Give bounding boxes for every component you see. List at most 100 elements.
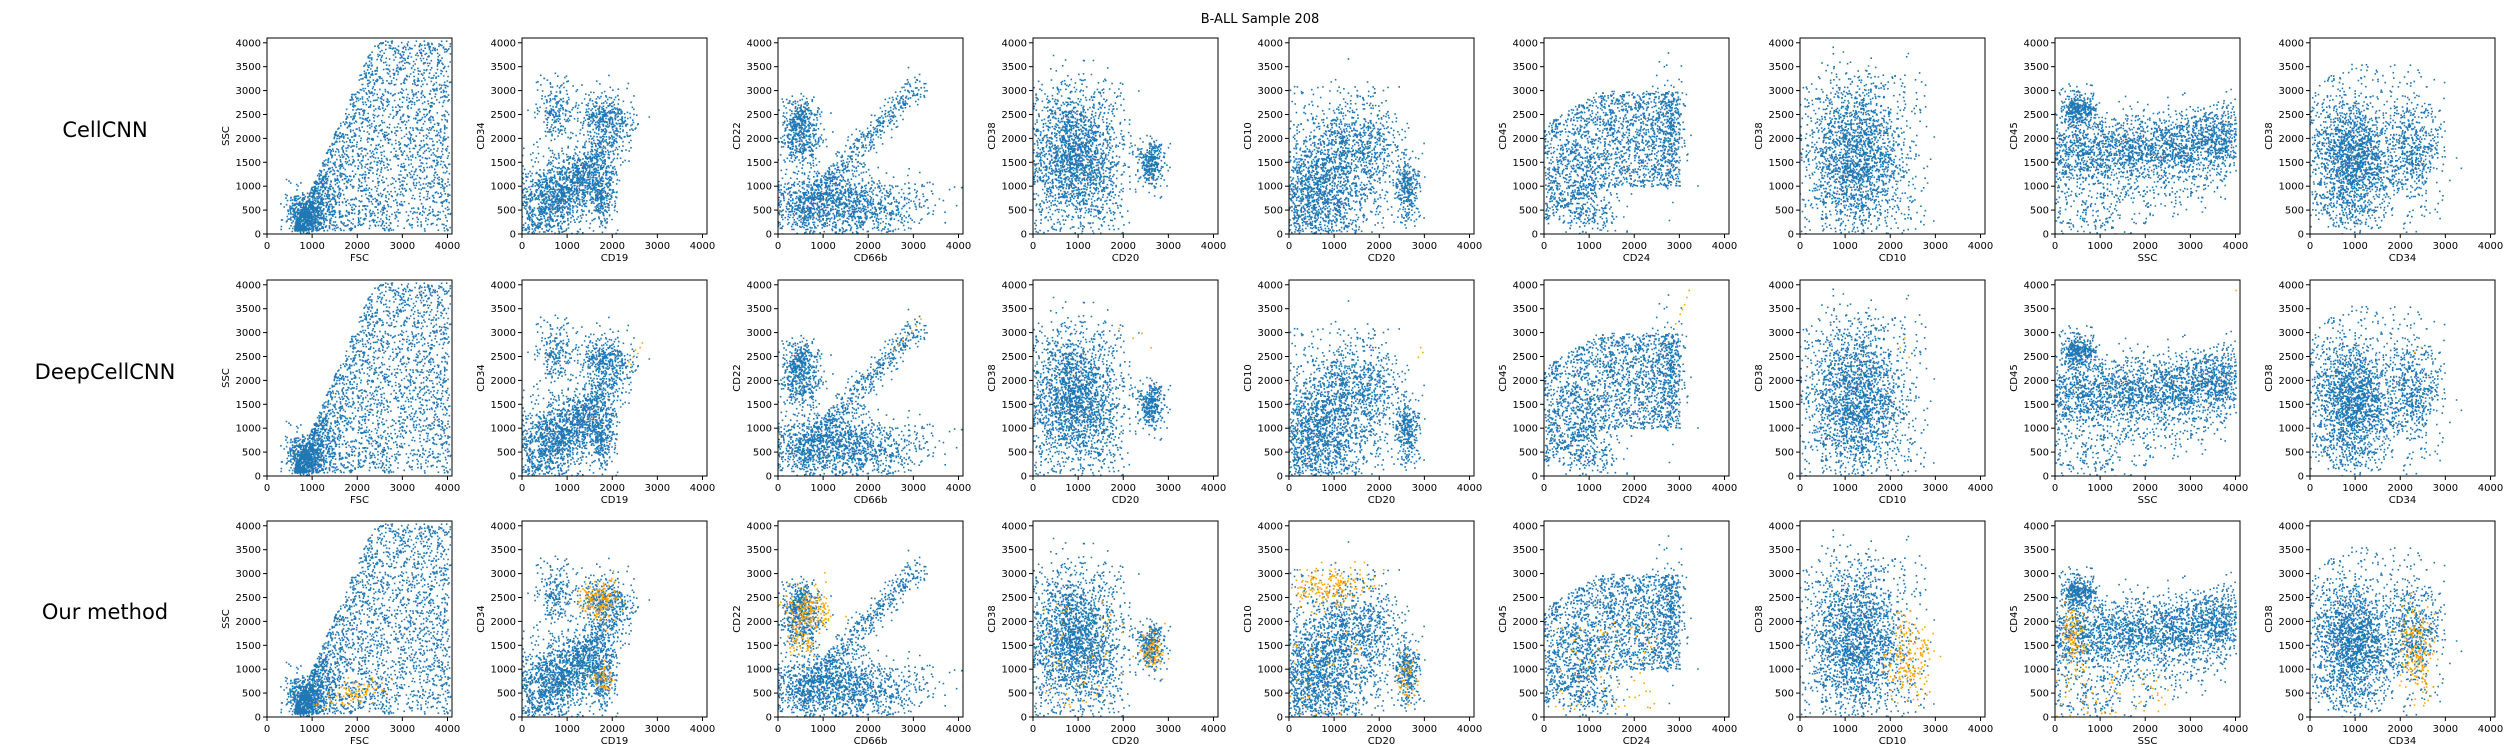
- y-tick-label: 3500: [2279, 545, 2304, 556]
- y-tick-label: 1500: [1258, 641, 1283, 652]
- y-tick-label: 3000: [747, 86, 772, 97]
- x-tick-label: 2000: [345, 724, 370, 735]
- y-tick-label: 1500: [1258, 400, 1283, 411]
- y-tick-label: 2000: [1513, 134, 1538, 145]
- y-tick-label: 1500: [2279, 641, 2304, 652]
- x-tick-label: 3000: [1667, 483, 1692, 494]
- y-tick-label: 2000: [1769, 134, 1794, 145]
- y-tick-label: 2500: [491, 110, 516, 121]
- y-tick-label: 500: [242, 206, 261, 217]
- y-tick-label: 3500: [236, 304, 261, 315]
- x-axis-label: CD34: [2389, 495, 2416, 506]
- scatter-panel-2-7: 0 1000 2000 3000 400005001000150020002500300…: [1754, 257, 1993, 539]
- y-tick-label: 3500: [236, 62, 261, 73]
- y-tick-label: 0: [2043, 472, 2049, 483]
- y-tick-label: 3000: [1513, 569, 1538, 580]
- y-tick-label: 4000: [2279, 280, 2304, 291]
- x-tick-label: 2000: [1367, 724, 1392, 735]
- x-tick-label: 2000: [1367, 483, 1392, 494]
- x-tick-label: 4000: [1968, 724, 1993, 735]
- x-tick-label: 2000: [600, 724, 625, 735]
- x-tick-label: 2000: [1622, 483, 1647, 494]
- y-tick-label: 500: [1264, 689, 1283, 700]
- selected-cell-points: [1119, 328, 1152, 349]
- y-tick-label: 500: [497, 206, 516, 217]
- y-tick-label: 2000: [2024, 617, 2049, 628]
- axes-frame: [2310, 38, 2495, 234]
- y-axis-label: CD34: [476, 364, 487, 391]
- x-tick-label: 0: [519, 483, 525, 494]
- y-axis-label: CD38: [1754, 364, 1765, 391]
- scatter-panel-2-4: 0 1000 2000 3000 400005001000150020002500300…: [987, 280, 1226, 506]
- y-tick-label: 2000: [491, 617, 516, 628]
- x-tick-label: 0: [264, 724, 270, 735]
- x-tick-label: 3000: [645, 483, 670, 494]
- y-tick-label: 0: [2043, 230, 2049, 241]
- y-tick-label: 2000: [2279, 617, 2304, 628]
- y-tick-label: 3500: [747, 304, 772, 315]
- y-tick-label: 500: [497, 689, 516, 700]
- y-tick-label: 0: [2298, 713, 2304, 724]
- x-axis-label: SSC: [2138, 736, 2158, 747]
- y-tick-label: 0: [1277, 230, 1283, 241]
- axes-frame: [2310, 280, 2495, 476]
- x-tick-label: 2000: [2133, 483, 2158, 494]
- y-tick-label: 3500: [2279, 62, 2304, 73]
- selected-cell-points: [1675, 290, 1690, 325]
- y-tick-label: 2500: [2279, 352, 2304, 363]
- y-tick-label: 3000: [747, 569, 772, 580]
- y-tick-label: 2000: [1513, 376, 1538, 387]
- y-tick-label: 3500: [1002, 545, 1027, 556]
- x-tick-label: 3000: [1412, 724, 1437, 735]
- x-tick-label: 4000: [1457, 483, 1482, 494]
- x-axis-label: CD66b: [854, 736, 888, 747]
- cell-points: [2055, 566, 2237, 718]
- y-axis-label: CD45: [2009, 122, 2020, 149]
- x-tick-label: 1000: [1832, 483, 1857, 494]
- scatter-panel-2-1: 0 1000 2000 3000 400005001000150020002500300…: [221, 280, 460, 506]
- y-tick-label: 2000: [2024, 134, 2049, 145]
- y-tick-label: 4000: [491, 521, 516, 532]
- y-tick-label: 4000: [1769, 521, 1794, 532]
- y-axis-label: CD45: [1498, 122, 1509, 149]
- y-tick-label: 500: [497, 448, 516, 459]
- y-tick-label: 4000: [236, 521, 261, 532]
- y-tick-label: 2500: [1258, 110, 1283, 121]
- x-tick-label: 4000: [1457, 724, 1482, 735]
- y-tick-label: 3000: [1769, 328, 1794, 339]
- x-tick-label: 4000: [946, 724, 971, 735]
- x-tick-label: 0: [264, 483, 270, 494]
- x-tick-label: 1000: [299, 483, 324, 494]
- y-tick-label: 0: [2298, 230, 2304, 241]
- y-tick-label: 2500: [747, 110, 772, 121]
- y-tick-label: 0: [510, 230, 516, 241]
- y-tick-label: 1000: [2279, 424, 2304, 435]
- y-tick-label: 1500: [1769, 641, 1794, 652]
- y-tick-label: 3500: [1769, 304, 1794, 315]
- y-tick-label: 1000: [747, 424, 772, 435]
- x-tick-label: 1000: [2087, 241, 2112, 252]
- axes-frame: [1033, 521, 1218, 717]
- x-tick-label: 1000: [1832, 241, 1857, 252]
- y-tick-label: 500: [1519, 206, 1538, 217]
- x-tick-label: 4000: [1712, 241, 1737, 252]
- y-tick-label: 3000: [2279, 328, 2304, 339]
- x-tick-label: 3000: [645, 241, 670, 252]
- x-tick-label: 4000: [2478, 241, 2503, 252]
- y-axis-label: CD38: [987, 122, 998, 149]
- y-axis-label: CD10: [1243, 605, 1254, 632]
- y-tick-label: 4000: [1769, 38, 1794, 49]
- x-tick-label: 1000: [2342, 724, 2367, 735]
- y-tick-label: 2500: [236, 593, 261, 604]
- y-tick-label: 2000: [2024, 376, 2049, 387]
- y-tick-label: 2500: [1258, 593, 1283, 604]
- scatter-panel-2-5: 0 1000 2000 3000 400005001000150020002500300…: [1243, 280, 1482, 525]
- x-tick-label: 2000: [600, 241, 625, 252]
- x-tick-label: 4000: [435, 724, 460, 735]
- x-tick-label: 1000: [2087, 483, 2112, 494]
- cell-points: [280, 282, 451, 492]
- y-axis-label: SSC: [221, 126, 232, 146]
- y-tick-label: 1000: [1258, 182, 1283, 193]
- x-tick-label: 0: [775, 724, 781, 735]
